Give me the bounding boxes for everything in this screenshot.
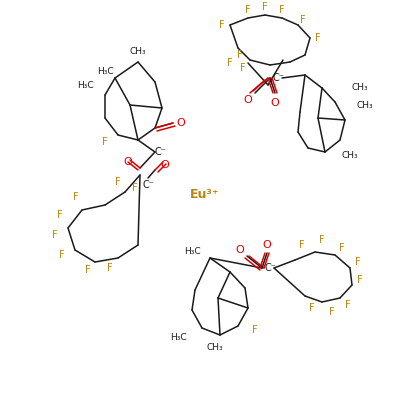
Text: F: F <box>339 243 345 253</box>
Text: F: F <box>245 5 251 15</box>
Text: F: F <box>115 177 121 187</box>
Text: H₃C: H₃C <box>97 68 113 76</box>
Text: F: F <box>319 235 325 245</box>
Text: F: F <box>240 63 246 73</box>
Text: C⁻: C⁻ <box>272 73 284 83</box>
Text: O: O <box>177 118 185 128</box>
Text: H₃C: H₃C <box>184 248 200 256</box>
Text: F: F <box>300 15 306 25</box>
Text: O: O <box>124 157 132 167</box>
Text: O: O <box>161 160 169 170</box>
Text: F: F <box>102 137 108 147</box>
Text: F: F <box>237 50 243 60</box>
Text: F: F <box>309 303 315 313</box>
Text: C⁻: C⁻ <box>142 180 154 190</box>
Text: F: F <box>85 265 91 275</box>
Text: F: F <box>252 325 258 335</box>
Text: O: O <box>263 240 271 250</box>
Text: F: F <box>279 5 285 15</box>
Text: F: F <box>57 210 63 220</box>
Text: F: F <box>315 33 321 43</box>
Text: F: F <box>107 263 113 273</box>
Text: C⁻: C⁻ <box>264 263 276 273</box>
Text: CH₃: CH₃ <box>352 84 368 92</box>
Text: F: F <box>299 240 305 250</box>
Text: F: F <box>262 2 268 12</box>
Text: F: F <box>345 300 351 310</box>
Text: F: F <box>73 192 79 202</box>
Text: F: F <box>59 250 65 260</box>
Text: F: F <box>357 275 363 285</box>
Text: F: F <box>52 230 58 240</box>
Text: F: F <box>227 58 233 68</box>
Text: CH₃: CH₃ <box>207 344 223 352</box>
Text: CH₃: CH₃ <box>357 100 373 110</box>
Text: F: F <box>132 183 138 193</box>
Text: Eu³⁺: Eu³⁺ <box>190 188 220 202</box>
Text: F: F <box>219 20 225 30</box>
Text: F: F <box>329 307 335 317</box>
Text: O: O <box>236 245 244 255</box>
Text: H₃C: H₃C <box>170 334 186 342</box>
Text: C⁻: C⁻ <box>154 147 166 157</box>
Text: CH₃: CH₃ <box>130 48 146 56</box>
Text: H₃C: H₃C <box>77 80 93 90</box>
Text: O: O <box>244 95 252 105</box>
Text: O: O <box>271 98 279 108</box>
Text: F: F <box>355 257 361 267</box>
Text: CH₃: CH₃ <box>342 150 358 160</box>
